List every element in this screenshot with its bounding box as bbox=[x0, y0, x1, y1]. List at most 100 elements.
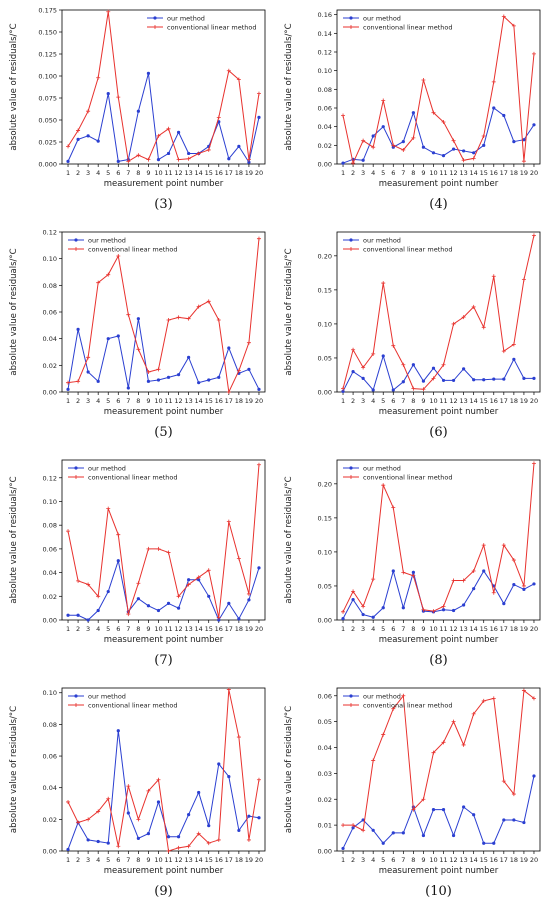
x-tick-label: 8 bbox=[411, 625, 415, 633]
data-point-conv bbox=[491, 590, 496, 595]
x-tick-label: 15 bbox=[205, 625, 213, 633]
x-tick-label: 15 bbox=[205, 169, 213, 177]
data-point-conv bbox=[361, 365, 366, 370]
data-point-our bbox=[136, 597, 140, 601]
data-point-our bbox=[411, 111, 415, 115]
data-point-our bbox=[381, 606, 385, 610]
data-point-conv bbox=[411, 135, 416, 140]
data-point-conv bbox=[216, 837, 221, 842]
data-point-our bbox=[227, 157, 231, 161]
data-point-conv bbox=[371, 351, 376, 356]
x-tick-label: 8 bbox=[411, 856, 415, 864]
x-tick-label: 6 bbox=[391, 397, 395, 405]
y-tick-label: 0.00 bbox=[318, 617, 332, 625]
panel-caption: (5) bbox=[154, 425, 172, 440]
data-point-conv bbox=[521, 277, 526, 282]
plot-frame bbox=[336, 687, 541, 852]
x-tick-label: 17 bbox=[500, 169, 508, 177]
data-point-our bbox=[381, 125, 385, 129]
data-point-conv bbox=[156, 367, 161, 372]
x-tick-label: 12 bbox=[449, 856, 457, 864]
data-point-conv bbox=[96, 809, 101, 814]
data-point-our bbox=[502, 113, 506, 118]
x-tick-label: 7 bbox=[126, 625, 130, 633]
data-point-our bbox=[431, 366, 436, 370]
data-point-conv bbox=[136, 347, 141, 352]
data-point-conv bbox=[206, 299, 211, 304]
x-tick-label: 13 bbox=[459, 397, 467, 405]
data-point-our bbox=[462, 805, 466, 809]
data-point-conv bbox=[351, 347, 356, 352]
data-point-conv bbox=[531, 696, 536, 701]
data-point-our bbox=[96, 608, 100, 613]
data-point-conv bbox=[421, 797, 426, 802]
data-point-our bbox=[156, 608, 161, 613]
series-line-conv bbox=[67, 11, 260, 163]
x-tick-label: 5 bbox=[106, 856, 110, 864]
data-point-our bbox=[96, 379, 100, 383]
y-tick-label: 0.00 bbox=[43, 848, 57, 856]
data-point-our bbox=[381, 354, 385, 358]
x-tick-label: 18 bbox=[235, 856, 243, 864]
x-tick-label: 20 bbox=[255, 169, 263, 177]
series-line-our bbox=[342, 107, 535, 164]
chart-panel-2: 0.000.020.040.060.080.100.120.140.161 2 3 4… bbox=[284, 9, 541, 212]
data-point-conv bbox=[501, 14, 506, 19]
data-point-conv bbox=[341, 113, 346, 118]
data-point-our bbox=[451, 608, 456, 613]
data-point-our bbox=[176, 373, 181, 377]
data-point-conv bbox=[461, 315, 466, 320]
x-tick-label: 1 bbox=[341, 856, 345, 864]
x-tick-label: 15 bbox=[480, 169, 488, 177]
data-point-our bbox=[166, 835, 171, 839]
x-tick-label: 4 bbox=[96, 625, 100, 633]
data-point-conv bbox=[451, 719, 456, 724]
data-point-conv bbox=[126, 312, 131, 317]
y-tick-label: 0.000 bbox=[38, 161, 57, 169]
x-tick-label: 16 bbox=[490, 625, 498, 633]
y-tick-label: 0.10 bbox=[43, 498, 57, 506]
series-line-conv bbox=[343, 689, 535, 832]
x-tick-label: 20 bbox=[530, 169, 538, 177]
x-tick-label: 9 bbox=[421, 856, 425, 864]
data-point-our bbox=[371, 388, 375, 392]
series-line-conv bbox=[67, 464, 260, 618]
data-point-conv bbox=[381, 98, 386, 103]
y-tick-label: 0.02 bbox=[318, 142, 332, 150]
data-point-conv bbox=[461, 158, 466, 163]
x-tick-label: 19 bbox=[245, 856, 253, 864]
data-point-conv bbox=[521, 583, 526, 588]
data-point-conv bbox=[136, 581, 141, 586]
x-tick-label: 4 bbox=[371, 397, 375, 405]
data-point-our bbox=[472, 587, 476, 591]
y-axis-label: absolute value of residuals/°C bbox=[9, 248, 19, 375]
x-tick-label: 1 bbox=[66, 625, 70, 633]
data-point-conv bbox=[381, 732, 386, 737]
legend-label-conv: conventional linear method bbox=[363, 474, 453, 482]
x-tick-label: 19 bbox=[520, 397, 528, 405]
data-point-conv bbox=[126, 159, 131, 164]
data-point-our bbox=[106, 337, 110, 341]
legend-label-our: our method bbox=[88, 237, 126, 245]
panel-caption: (6) bbox=[429, 425, 447, 440]
x-tick-label: 17 bbox=[500, 625, 508, 633]
data-point-conv bbox=[76, 820, 81, 825]
legend-label-conv: conventional linear method bbox=[363, 24, 453, 32]
data-point-our bbox=[441, 154, 446, 158]
x-tick-label: 2 bbox=[76, 625, 80, 633]
data-point-conv bbox=[451, 578, 456, 583]
legend-marker-conv bbox=[349, 703, 353, 707]
data-point-our bbox=[176, 835, 181, 839]
data-point-conv bbox=[226, 519, 231, 524]
data-point-our bbox=[207, 594, 211, 598]
data-point-conv bbox=[461, 578, 466, 583]
y-tick-label: 0.10 bbox=[318, 548, 332, 556]
series-line-our bbox=[67, 73, 260, 164]
data-point-our bbox=[451, 378, 456, 383]
x-tick-label: 4 bbox=[96, 856, 100, 864]
data-point-conv bbox=[381, 281, 386, 286]
x-tick-label: 11 bbox=[164, 625, 172, 633]
x-tick-label: 3 bbox=[86, 625, 90, 633]
data-point-conv bbox=[391, 343, 396, 348]
